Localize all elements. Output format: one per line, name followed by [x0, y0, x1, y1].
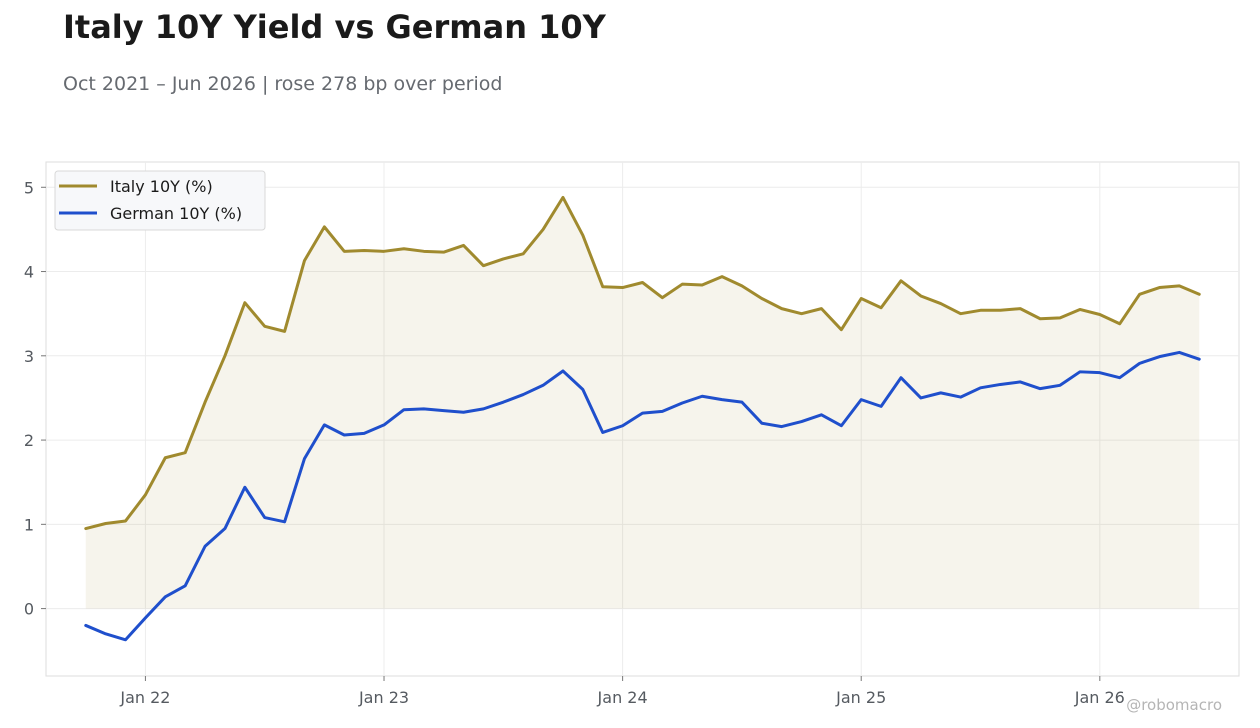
y-tick-label: 2	[24, 431, 34, 450]
series-lines	[84, 195, 1201, 642]
legend-label-italy: Italy 10Y (%)	[110, 177, 213, 196]
y-tick-label: 3	[24, 347, 34, 366]
x-tick-label: Jan 23	[358, 688, 409, 707]
y-axis: 0 1 2 3 4 5	[24, 178, 46, 619]
chart-title: Italy 10Y Yield vs German 10Y	[63, 8, 606, 46]
legend-box	[54, 170, 266, 231]
legend-label-german: German 10Y (%)	[110, 204, 242, 223]
series-line-german	[84, 350, 1201, 642]
y-tick-label: 0	[24, 600, 34, 619]
y-tick-label: 4	[24, 263, 34, 282]
x-tick-label: Jan 24	[597, 688, 648, 707]
y-tick-label: 5	[24, 178, 34, 197]
x-tick-label: Jan 26	[1074, 688, 1125, 707]
y-tick-label: 1	[24, 515, 34, 534]
x-axis: Jan 22 Jan 23 Jan 24 Jan 25 Jan 26	[119, 676, 1125, 707]
x-tick-label: Jan 22	[119, 688, 170, 707]
fill-area	[85, 197, 1200, 609]
area-fill-italy	[85, 197, 1200, 609]
chart-subtitle: Oct 2021 – Jun 2026 | rose 278 bp over p…	[63, 73, 503, 95]
series-line-italy	[84, 195, 1201, 531]
plot-frame	[45, 161, 1240, 677]
credit-watermark: @robomacro	[1126, 696, 1222, 714]
x-tick-label: Jan 25	[835, 688, 886, 707]
legend: Italy 10Y (%) German 10Y (%)	[54, 170, 266, 231]
